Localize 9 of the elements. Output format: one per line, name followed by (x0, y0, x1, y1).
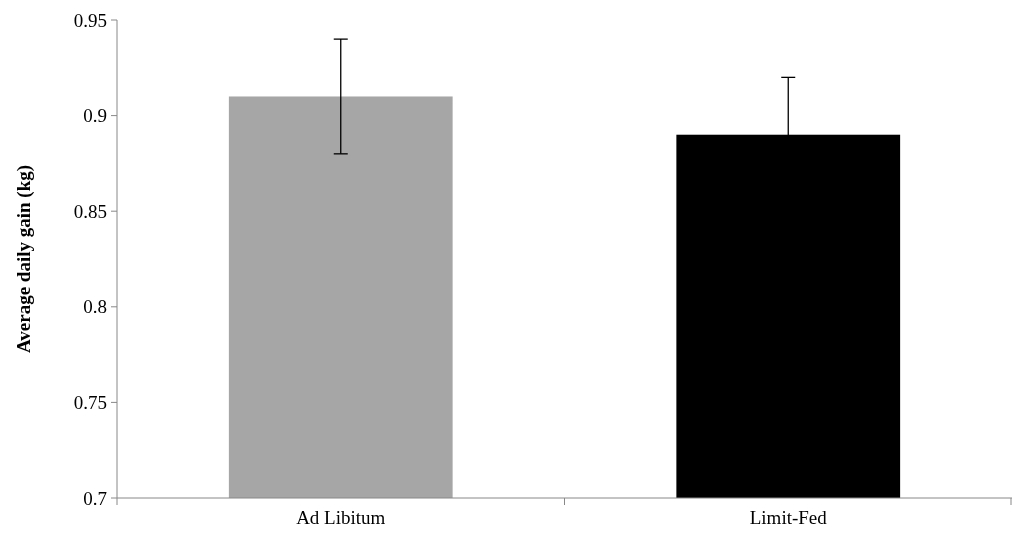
y-tick-label: 0.95 (73, 9, 107, 31)
y-tick-label: 0.75 (73, 392, 107, 414)
y-tick-label: 0.8 (83, 296, 107, 318)
x-tick-label: Ad Libitum (296, 507, 386, 528)
y-tick-label: 0.7 (83, 487, 107, 509)
y-tick-label: 0.9 (83, 105, 107, 127)
y-tick-label: 0.85 (73, 200, 107, 222)
x-tick-label: Limit-Fed (749, 507, 828, 528)
y-axis-title: Average daily gain (kg) (13, 164, 35, 354)
